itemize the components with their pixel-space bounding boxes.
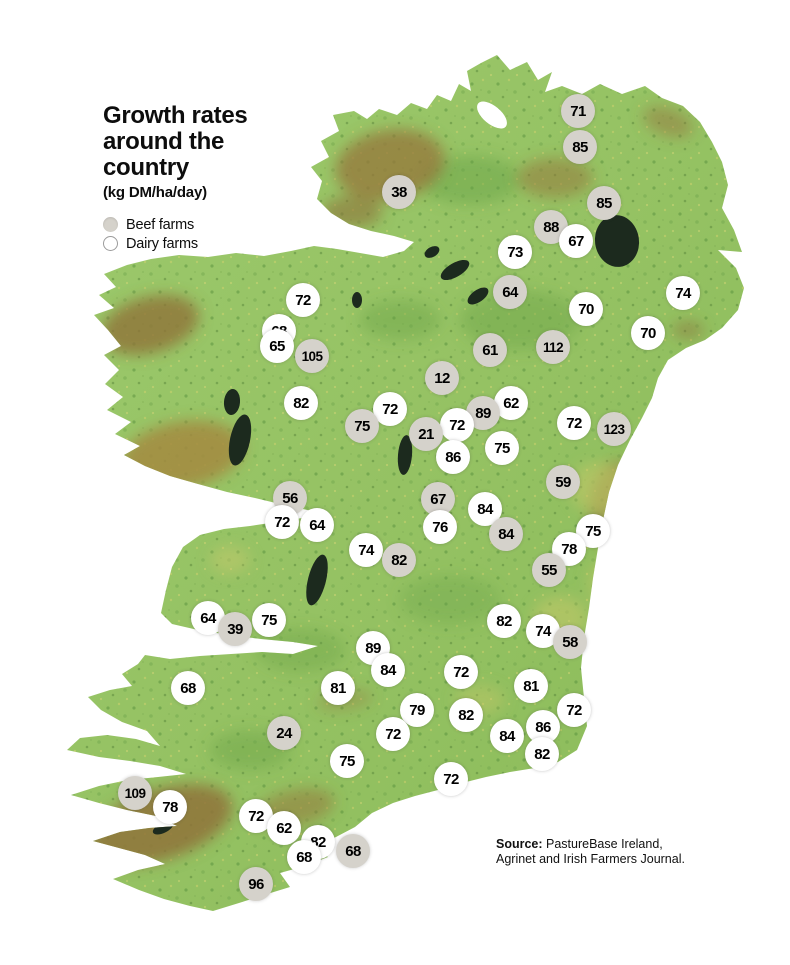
source-text-2: Agrinet and Irish Farmers Journal. bbox=[496, 852, 685, 866]
farm-marker-beef: 38 bbox=[382, 175, 416, 209]
legend-label-beef: Beef farms bbox=[126, 216, 195, 233]
legend-item-dairy: Dairy farms bbox=[103, 234, 198, 253]
farm-marker-dairy: 72 bbox=[376, 717, 410, 751]
farm-marker-beef: 105 bbox=[295, 339, 329, 373]
farm-marker-dairy: 78 bbox=[153, 790, 187, 824]
farm-marker-dairy: 75 bbox=[330, 744, 364, 778]
farm-marker-dairy: 72 bbox=[434, 762, 468, 796]
legend: Beef farms Dairy farms bbox=[103, 215, 198, 253]
farm-marker-dairy: 72 bbox=[440, 408, 474, 442]
farm-marker-dairy: 81 bbox=[514, 669, 548, 703]
source-credit: Source: PastureBase Ireland, Agrinet and… bbox=[496, 837, 726, 867]
farm-marker-dairy: 68 bbox=[287, 840, 321, 874]
farm-marker-beef: 75 bbox=[345, 409, 379, 443]
farm-marker-beef: 85 bbox=[587, 186, 621, 220]
farm-marker-beef: 68 bbox=[336, 834, 370, 868]
source-prefix: Source: bbox=[496, 837, 543, 851]
farm-marker-dairy: 72 bbox=[557, 406, 591, 440]
farm-marker-dairy: 62 bbox=[267, 811, 301, 845]
farm-marker-beef: 112 bbox=[536, 330, 570, 364]
farm-marker-beef: 85 bbox=[563, 130, 597, 164]
farm-marker-dairy: 70 bbox=[569, 292, 603, 326]
farm-marker-beef: 71 bbox=[561, 94, 595, 128]
lakes bbox=[152, 215, 640, 835]
farm-marker-beef: 59 bbox=[546, 465, 580, 499]
farm-marker-beef: 96 bbox=[239, 867, 273, 901]
title-line-3: country bbox=[103, 154, 189, 181]
legend-label-dairy: Dairy farms bbox=[126, 235, 198, 252]
farm-marker-beef: 55 bbox=[532, 553, 566, 587]
farm-marker-beef: 58 bbox=[553, 625, 587, 659]
farm-marker-dairy: 64 bbox=[300, 508, 334, 542]
source-text-1: PastureBase Ireland, bbox=[542, 837, 663, 851]
farm-marker-dairy: 72 bbox=[373, 392, 407, 426]
farm-marker-dairy: 72 bbox=[557, 693, 591, 727]
farm-marker-beef: 84 bbox=[489, 517, 523, 551]
farm-marker-dairy: 84 bbox=[371, 653, 405, 687]
farm-marker-dairy: 86 bbox=[436, 440, 470, 474]
farm-marker-beef: 39 bbox=[218, 612, 252, 646]
farm-marker-dairy: 82 bbox=[525, 737, 559, 771]
farm-marker-dairy: 72 bbox=[444, 655, 478, 689]
farm-marker-beef: 64 bbox=[493, 275, 527, 309]
dairy-farm-swatch-icon bbox=[103, 236, 118, 251]
farm-marker-dairy: 65 bbox=[260, 329, 294, 363]
beef-farm-swatch-icon bbox=[103, 217, 118, 232]
farm-marker-dairy: 74 bbox=[349, 533, 383, 567]
title-line-2: around the bbox=[103, 128, 224, 155]
farm-marker-beef: 12 bbox=[425, 361, 459, 395]
farm-marker-dairy: 67 bbox=[559, 224, 593, 258]
farm-marker-dairy: 81 bbox=[321, 671, 355, 705]
farm-marker-dairy: 68 bbox=[171, 671, 205, 705]
title-line-1: Growth rates bbox=[103, 102, 248, 129]
farm-marker-beef: 21 bbox=[409, 417, 443, 451]
farm-marker-dairy: 82 bbox=[449, 698, 483, 732]
farm-marker-dairy: 82 bbox=[284, 386, 318, 420]
farm-marker-dairy: 79 bbox=[400, 693, 434, 727]
legend-item-beef: Beef farms bbox=[103, 215, 198, 234]
farm-marker-dairy: 74 bbox=[666, 276, 700, 310]
farm-marker-dairy: 72 bbox=[286, 283, 320, 317]
farm-marker-dairy: 70 bbox=[631, 316, 665, 350]
farm-marker-dairy: 75 bbox=[485, 431, 519, 465]
source-line-1: Source: PastureBase Ireland, bbox=[496, 837, 726, 852]
farm-marker-beef: 123 bbox=[597, 412, 631, 446]
farm-marker-dairy: 76 bbox=[423, 510, 457, 544]
lough-foyle-inlet bbox=[477, 101, 507, 129]
title-unit: (kg DM/ha/day) bbox=[103, 184, 207, 201]
page-title: Growth rates around the country (kg DM/h… bbox=[103, 102, 248, 202]
source-line-2: Agrinet and Irish Farmers Journal. bbox=[496, 852, 726, 867]
farm-marker-beef: 24 bbox=[267, 716, 301, 750]
farm-marker-beef: 82 bbox=[382, 543, 416, 577]
farm-marker-dairy: 72 bbox=[265, 505, 299, 539]
farm-marker-dairy: 75 bbox=[252, 603, 286, 637]
farm-marker-beef: 109 bbox=[118, 776, 152, 810]
farm-marker-dairy: 73 bbox=[498, 235, 532, 269]
farm-marker-beef: 61 bbox=[473, 333, 507, 367]
farm-marker-dairy: 84 bbox=[490, 719, 524, 753]
farm-marker-dairy: 82 bbox=[487, 604, 521, 638]
